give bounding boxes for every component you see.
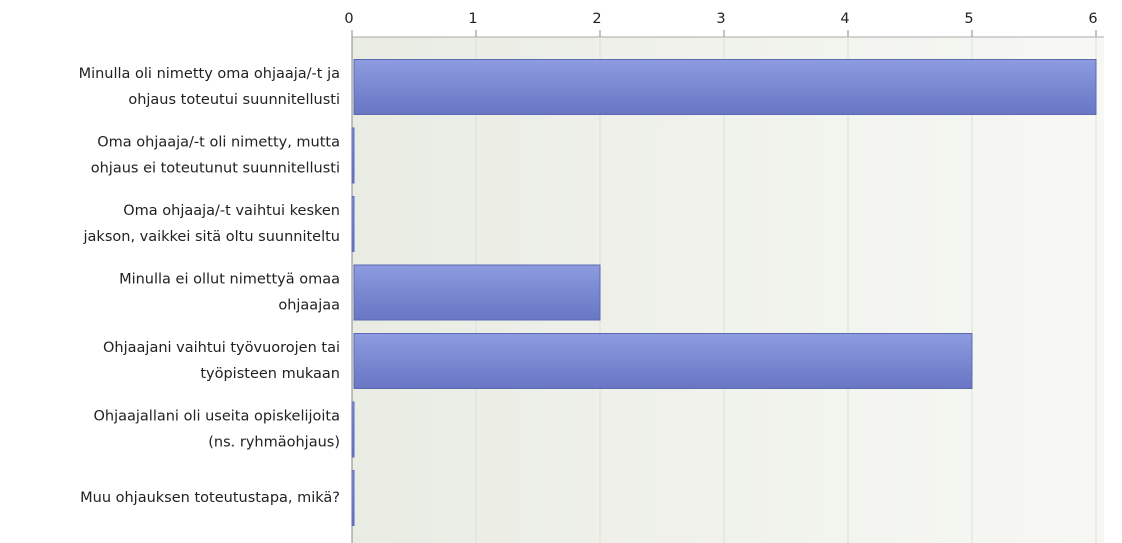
y-tick-label: Ohjaajani vaihtui työvuorojen tai [103,340,340,356]
x-tick-label: 3 [716,11,725,27]
y-tick-label: Minulla oli nimetty oma ohjaaja/-t ja [79,66,340,82]
bar [351,127,355,184]
y-tick-label: Oma ohjaaja/-t oli nimetty, mutta [97,135,340,151]
y-tick-label: (ns. ryhmäohjaus) [208,435,340,451]
bar [351,470,355,526]
bar [351,401,355,458]
x-tick-label: 4 [840,11,849,27]
x-tick-label: 6 [1088,11,1097,27]
x-tick-label: 1 [468,11,477,27]
y-tick-label: työpisteen mukaan [200,366,340,382]
y-tick-label: ohjaus toteutui suunnitellusti [128,92,340,108]
bar [353,264,601,321]
y-tick-label: Oma ohjaaja/-t vaihtui kesken [123,203,340,219]
y-tick-label: ohjaus ei toteutunut suunnitellusti [91,161,340,177]
y-tick-label: Ohjaajallani oli useita opiskelijoita [93,409,340,425]
x-tick-label: 5 [964,11,973,27]
x-tick-label: 2 [592,11,601,27]
y-tick-label: jakson, vaikkei sitä oltu suunniteltu [83,229,340,245]
y-tick-label: Muu ohjauksen toteutustapa, mikä? [80,490,340,506]
y-tick-label: ohjaajaa [278,298,340,314]
x-tick-label: 0 [344,11,353,27]
bar [353,333,973,389]
y-tick-label: Minulla ei ollut nimettyä omaa [119,272,340,288]
bar [351,196,355,252]
bar [353,59,1097,115]
